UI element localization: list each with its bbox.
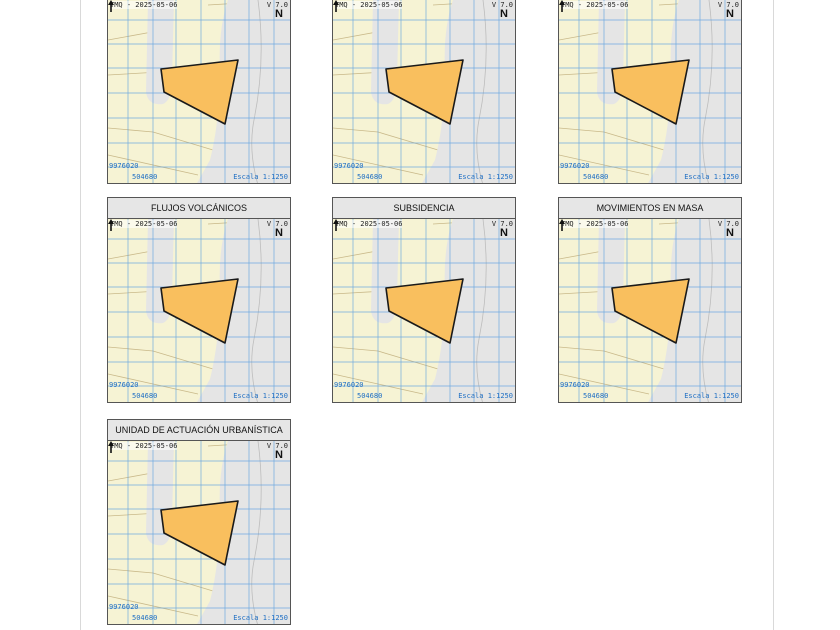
north-label: N <box>726 8 734 20</box>
panel-title: SUBSIDENCIA <box>332 197 516 218</box>
map-scale-label: Escala 1:1250 <box>233 392 288 400</box>
map-scale-label: Escala 1:1250 <box>684 173 739 181</box>
map-date-label: TMQ - 2025-05-06 <box>110 442 178 450</box>
road-centerline <box>702 219 713 402</box>
main-road <box>422 0 515 183</box>
north-arrow-icon <box>108 441 114 453</box>
map-scale-label: Escala 1:1250 <box>458 173 513 181</box>
north-arrow-icon <box>333 0 339 12</box>
grid-coord-x-label: 504680 <box>132 173 158 181</box>
parcel-map[interactable]: TMQ - 2025-05-06 V 7.0 N 9976020 504680 … <box>107 0 291 184</box>
map-scale-label: Escala 1:1250 <box>233 614 288 622</box>
panel-title: FLUJOS VOLCÁNICOS <box>107 197 291 218</box>
north-arrow-icon <box>559 219 565 231</box>
road-centerline <box>476 219 487 402</box>
panel-title: UNIDAD DE ACTUACIÓN URBANÍSTICA <box>107 419 291 440</box>
map-version-label: V 7.0 <box>717 1 739 9</box>
grid-coord-x-label: 504680 <box>132 614 158 622</box>
map-date-label: TMQ - 2025-05-06 <box>561 220 629 228</box>
grid-coord-y-label: 9976020 <box>560 381 590 389</box>
parcel-polygon[interactable] <box>160 500 239 566</box>
parcel-polygon[interactable] <box>611 59 690 125</box>
map-version-label: V 7.0 <box>491 1 513 9</box>
grid-coord-x-label: 504680 <box>357 173 383 181</box>
north-label: N <box>275 8 283 20</box>
map-panel: UNIDAD DE ACTUACIÓN URBANÍSTICA <box>107 419 291 625</box>
map-panel: MOVIMIENTOS EN MASA <box>558 197 742 403</box>
grid-coord-y-label: 9976020 <box>334 162 364 170</box>
main-road <box>422 219 515 402</box>
north-arrow-icon <box>333 219 339 231</box>
road-centerline <box>702 0 713 183</box>
grid-coord-x-label: 504680 <box>132 392 158 400</box>
map-version-label: V 7.0 <box>266 442 288 450</box>
parcel-polygon[interactable] <box>160 59 239 125</box>
grid-coord-y-label: 9976020 <box>109 162 139 170</box>
parcel-map[interactable]: TMQ - 2025-05-06 V 7.0 N 9976020 504680 … <box>332 0 516 184</box>
map-scale-label: Escala 1:1250 <box>684 392 739 400</box>
map-scale-label: Escala 1:1250 <box>233 173 288 181</box>
map-panel: TMQ - 2025-05-06 V 7.0 N 9976020 504680 … <box>558 0 742 184</box>
grid-coord-x-label: 504680 <box>583 392 609 400</box>
coordinate-grid <box>333 0 515 183</box>
parcel-map[interactable]: TMQ - 2025-05-06 V 7.0 N 9976020 504680 … <box>558 0 742 184</box>
map-date-label: TMQ - 2025-05-06 <box>561 1 629 9</box>
map-graphic <box>108 0 290 183</box>
road-centerline <box>251 0 262 183</box>
parcel-map[interactable]: TMQ - 2025-05-06 V 7.0 N 9976020 504680 … <box>332 218 516 403</box>
parcel-polygon[interactable] <box>611 278 690 344</box>
north-arrow-icon <box>108 219 114 231</box>
main-road <box>648 219 741 402</box>
parcel-map[interactable]: TMQ - 2025-05-06 V 7.0 N 9976020 504680 … <box>107 218 291 403</box>
map-date-label: TMQ - 2025-05-06 <box>110 220 178 228</box>
map-graphic <box>559 219 741 402</box>
map-date-label: TMQ - 2025-05-06 <box>110 1 178 9</box>
parcel-polygon[interactable] <box>385 278 464 344</box>
north-label: N <box>275 449 283 461</box>
north-label: N <box>726 227 734 239</box>
map-graphic <box>333 219 515 402</box>
map-scale-label: Escala 1:1250 <box>458 392 513 400</box>
map-panel: FLUJOS VOLCÁNICOS <box>107 197 291 403</box>
road-centerline <box>251 441 262 624</box>
map-version-label: V 7.0 <box>491 220 513 228</box>
grid-coord-x-label: 504680 <box>583 173 609 181</box>
parcel-polygon[interactable] <box>385 59 464 125</box>
main-road <box>197 441 290 624</box>
panel-title: MOVIMIENTOS EN MASA <box>558 197 742 218</box>
north-arrow-icon <box>108 0 114 12</box>
main-road <box>197 0 290 183</box>
road-centerline <box>251 219 262 402</box>
north-label: N <box>500 227 508 239</box>
grid-coord-y-label: 9976020 <box>334 381 364 389</box>
map-date-label: TMQ - 2025-05-06 <box>335 220 403 228</box>
map-panel: TMQ - 2025-05-06 V 7.0 N 9976020 504680 … <box>107 0 291 184</box>
map-graphic <box>108 219 290 402</box>
grid-coord-x-label: 504680 <box>357 392 383 400</box>
grid-coord-y-label: 9976020 <box>109 603 139 611</box>
north-arrow-icon <box>559 0 565 12</box>
north-label: N <box>500 8 508 20</box>
map-version-label: V 7.0 <box>266 220 288 228</box>
main-road <box>648 0 741 183</box>
road-centerline <box>476 0 487 183</box>
map-date-label: TMQ - 2025-05-06 <box>335 1 403 9</box>
grid-coord-y-label: 9976020 <box>560 162 590 170</box>
map-graphic <box>108 441 290 624</box>
north-label: N <box>275 227 283 239</box>
map-panel: TMQ - 2025-05-06 V 7.0 N 9976020 504680 … <box>332 0 516 184</box>
parcel-polygon[interactable] <box>160 278 239 344</box>
main-road <box>197 219 290 402</box>
parcel-map[interactable]: TMQ - 2025-05-06 V 7.0 N 9976020 504680 … <box>558 218 742 403</box>
map-version-label: V 7.0 <box>266 1 288 9</box>
map-graphic <box>559 0 741 183</box>
parcel-map[interactable]: TMQ - 2025-05-06 V 7.0 N 9976020 504680 … <box>107 440 291 625</box>
grid-coord-y-label: 9976020 <box>109 381 139 389</box>
map-graphic <box>333 0 515 183</box>
map-version-label: V 7.0 <box>717 220 739 228</box>
map-panel: SUBSIDENCIA <box>332 197 516 403</box>
